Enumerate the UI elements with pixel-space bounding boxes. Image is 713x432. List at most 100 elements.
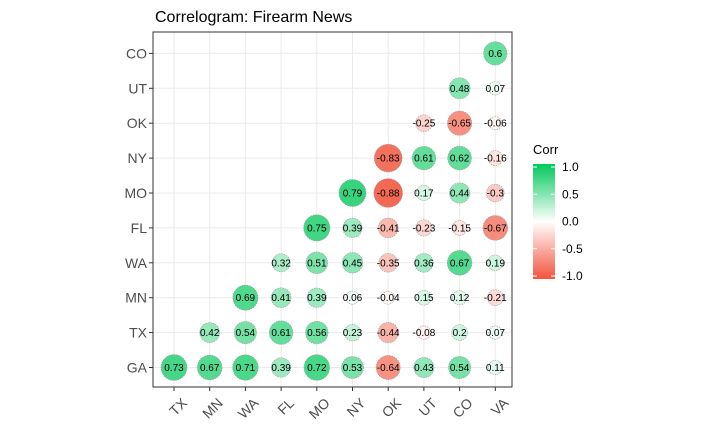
cell-circle xyxy=(487,360,503,375)
cell-va-fl: -0.67 xyxy=(482,215,508,241)
x-axis-tick-labels: TX MN WA FL MO NY OK UT CO VA xyxy=(166,387,512,422)
cell-circle xyxy=(415,114,433,132)
x-tick-label-co: CO xyxy=(449,395,475,421)
cell-value-label: 0.2 xyxy=(453,328,467,339)
y-axis-tick-labels: GA TX MN WA FL MO NY OK UT CO xyxy=(124,45,153,376)
cell-value-label: 0.67 xyxy=(450,258,470,269)
x-tick-label-mo: MO xyxy=(306,395,333,422)
cell-co-mn: 0.12 xyxy=(450,290,470,306)
cell-ok-mo: -0.88 xyxy=(373,178,403,208)
cell-value-label: -0.83 xyxy=(377,154,400,165)
cell-value-label: 0.75 xyxy=(307,223,327,234)
cell-circle xyxy=(414,253,434,273)
cell-circle xyxy=(483,41,508,66)
correlation-cells: 0.73 0.67 0.71 0.39 0.72 0.53 -0.64 0.43 0.54 0.1… xyxy=(160,41,508,381)
cell-value-label: 0.48 xyxy=(450,84,470,95)
cell-circle xyxy=(449,182,471,204)
cell-mo-ga: 0.72 xyxy=(303,354,330,381)
cell-value-label: 0.51 xyxy=(307,258,327,269)
cell-circle xyxy=(487,254,504,271)
cell-value-label: 0.07 xyxy=(486,328,506,339)
cell-circle xyxy=(303,354,330,381)
cell-value-label: 0.44 xyxy=(450,189,470,200)
chart-title: Correlogram: Firearm News xyxy=(155,9,352,26)
cell-wa-ga: 0.71 xyxy=(232,354,259,381)
cell-circle xyxy=(486,183,505,203)
y-tick-label-fl: FL xyxy=(131,220,148,236)
cell-ut-tx: -0.08 xyxy=(413,325,436,340)
cell-circle xyxy=(415,219,433,237)
cell-va-wa: 0.19 xyxy=(486,254,505,271)
legend-tick-label: -0.5 xyxy=(562,242,583,256)
cell-ut-mo: 0.17 xyxy=(414,185,434,201)
cell-value-label: -0.23 xyxy=(413,223,436,234)
x-tick-label-ok: OK xyxy=(379,394,405,420)
cell-circle xyxy=(482,215,508,241)
cell-value-label: -0.64 xyxy=(377,363,400,374)
cell-circle xyxy=(488,116,503,131)
cell-mn-tx: 0.42 xyxy=(199,322,220,343)
cell-circle xyxy=(487,289,504,306)
cell-value-label: 0.32 xyxy=(271,258,291,269)
cell-value-label: 0.72 xyxy=(307,363,327,374)
cell-ok-tx: -0.44 xyxy=(377,322,400,344)
cell-value-label: 0.54 xyxy=(450,363,470,374)
cell-circle xyxy=(488,81,503,96)
cell-ok-ny: -0.83 xyxy=(374,143,403,173)
cell-circle xyxy=(271,357,292,378)
cell-ut-ny: 0.61 xyxy=(411,146,436,171)
cell-circle xyxy=(232,284,259,311)
legend-tick-label: 1.0 xyxy=(562,160,579,174)
x-tick-label-va: VA xyxy=(488,394,512,418)
cell-co-wa: 0.67 xyxy=(446,250,473,276)
cell-circle xyxy=(416,289,432,306)
x-tick-label-tx: TX xyxy=(166,394,190,418)
cell-circle xyxy=(306,287,327,308)
y-tick-label-co: CO xyxy=(126,45,147,61)
cell-circle xyxy=(373,178,403,208)
cell-circle xyxy=(341,252,364,274)
cell-value-label: 0.06 xyxy=(343,293,363,304)
cell-ny-fl: 0.39 xyxy=(342,217,363,238)
cell-co-ny: 0.62 xyxy=(447,145,472,171)
cell-circle xyxy=(381,291,395,305)
legend-ticks: 1.0 0.5 0.0 -0.5 -1.0 xyxy=(533,160,583,283)
cell-value-label: -0.25 xyxy=(413,119,436,130)
x-tick-label-mn: MN xyxy=(199,395,226,422)
cell-value-label: 0.62 xyxy=(450,154,470,165)
cell-ut-ga: 0.43 xyxy=(413,357,435,378)
cell-co-ok: -0.65 xyxy=(447,110,473,136)
cell-circle xyxy=(341,356,364,379)
cell-value-label: 0.36 xyxy=(414,258,434,269)
cell-wa-mn: 0.69 xyxy=(232,284,259,311)
cell-value-label: 0.69 xyxy=(236,293,256,304)
y-tick-label-ny: NY xyxy=(128,150,148,166)
x-tick-label-ut: UT xyxy=(415,394,440,419)
cell-wa-tx: 0.54 xyxy=(233,321,257,345)
cell-circle xyxy=(446,250,473,276)
cell-mo-wa: 0.51 xyxy=(305,251,328,274)
cell-value-label: 0.73 xyxy=(164,363,184,374)
cell-va-ut: 0.07 xyxy=(486,81,506,96)
x-tick-label-wa: WA xyxy=(235,394,262,421)
plot-panel xyxy=(152,31,513,388)
cell-value-label: -0.88 xyxy=(377,189,400,200)
cell-value-label: 0.61 xyxy=(271,328,291,339)
cell-va-co: 0.6 xyxy=(483,41,508,66)
cell-ok-mn: -0.04 xyxy=(377,291,400,305)
cell-circle xyxy=(345,290,360,305)
cell-circle xyxy=(269,320,294,345)
cell-circle xyxy=(303,214,331,242)
cell-value-label: 0.53 xyxy=(343,363,363,374)
y-tick-label-ok: OK xyxy=(127,115,148,131)
cell-va-ok: -0.06 xyxy=(484,116,507,131)
cell-ok-ga: -0.64 xyxy=(375,355,401,380)
cell-value-label: 0.12 xyxy=(450,293,470,304)
cell-circle xyxy=(451,220,468,236)
cell-tx-ga: 0.73 xyxy=(160,354,188,381)
legend-color-bar xyxy=(533,164,555,279)
cell-value-label: 0.07 xyxy=(486,84,506,95)
cell-value-label: 0.39 xyxy=(343,223,363,234)
cell-circle xyxy=(342,217,363,238)
